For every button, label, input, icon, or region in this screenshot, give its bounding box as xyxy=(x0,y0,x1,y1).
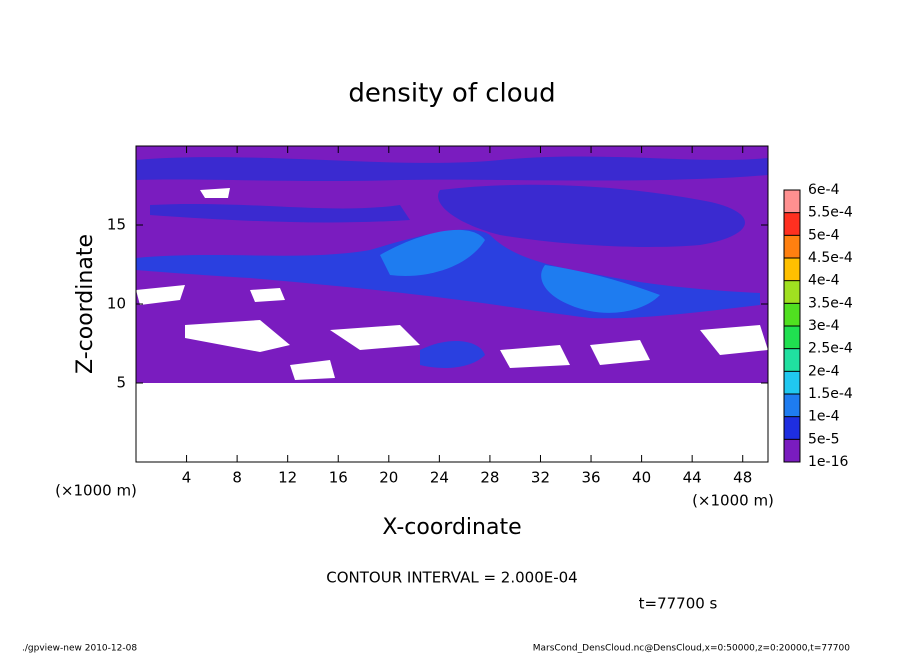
colorbar-label: 1e-16 xyxy=(808,454,848,470)
colorbar-segment xyxy=(784,303,800,326)
x-tick-label: 40 xyxy=(632,469,651,487)
x-tick-label: 32 xyxy=(531,469,550,487)
colorbar-label: 5e-4 xyxy=(808,227,840,243)
colorbar-label: 4.5e-4 xyxy=(808,250,853,266)
colorbar-label: 5e-5 xyxy=(808,431,839,447)
field-band xyxy=(438,184,745,247)
colorbar-segment xyxy=(784,280,800,304)
y-axis-label: Z-coordinate xyxy=(73,234,98,374)
x-unit: (×1000 m) xyxy=(692,492,774,510)
x-tick-label: 8 xyxy=(232,469,242,487)
colorbar-segment xyxy=(784,212,800,236)
x-tick-label: 4 xyxy=(182,469,192,487)
colorbar-label: 2e-4 xyxy=(808,363,840,379)
x-tick-label: 36 xyxy=(581,469,600,487)
colorbar-segment xyxy=(784,439,800,462)
colorbar-segment xyxy=(784,371,800,394)
field-empty xyxy=(136,383,768,462)
x-tick-label: 44 xyxy=(683,469,702,487)
x-axis-label: X-coordinate xyxy=(382,515,521,540)
colorbar-segment xyxy=(784,190,800,213)
colorbar-label: 2.5e-4 xyxy=(808,341,853,357)
contour-field xyxy=(136,146,768,462)
footer-left: ./gpview-new 2010-12-08 xyxy=(22,644,137,654)
x-tick-label: 28 xyxy=(480,469,499,487)
colorbar-segment xyxy=(784,348,800,372)
colorbar-label: 3e-4 xyxy=(808,318,840,334)
colorbar-label: 5.5e-4 xyxy=(808,205,853,221)
field-band xyxy=(150,203,410,223)
y-tick-label: 5 xyxy=(116,374,126,392)
x-tick-label: 24 xyxy=(430,469,449,487)
colorbar-segment xyxy=(784,258,800,281)
contour-interval: CONTOUR INTERVAL = 2.000E-04 xyxy=(326,569,577,587)
chart-title: density of cloud xyxy=(348,79,555,109)
colorbar-label: 3.5e-4 xyxy=(808,295,853,311)
time-label: t=77700 s xyxy=(639,595,718,613)
colorbar-label: 1e-4 xyxy=(808,409,840,425)
y-unit: (×1000 m) xyxy=(55,482,137,500)
field-core xyxy=(541,265,660,313)
colorbar-label: 6e-4 xyxy=(808,182,840,198)
field-band xyxy=(136,156,768,181)
field-gaps xyxy=(136,188,768,380)
footer-right: MarsCond_DensCloud.nc@DensCloud,x=0:5000… xyxy=(533,644,850,654)
colorbar-segment xyxy=(784,326,800,349)
x-tick-label: 20 xyxy=(379,469,398,487)
x-tick-label: 12 xyxy=(278,469,297,487)
colorbar-segment xyxy=(784,394,800,417)
colorbar-label: 1.5e-4 xyxy=(808,386,853,402)
y-tick-label: 10 xyxy=(107,295,126,313)
colorbar-label: 4e-4 xyxy=(808,273,840,289)
field-band xyxy=(420,340,485,368)
field-core xyxy=(380,229,485,276)
x-tick-label: 16 xyxy=(329,469,348,487)
colorbar-segment xyxy=(784,235,800,258)
y-tick-label: 15 xyxy=(107,216,126,234)
x-tick-label: 48 xyxy=(733,469,752,487)
colorbar-segment xyxy=(784,416,800,440)
